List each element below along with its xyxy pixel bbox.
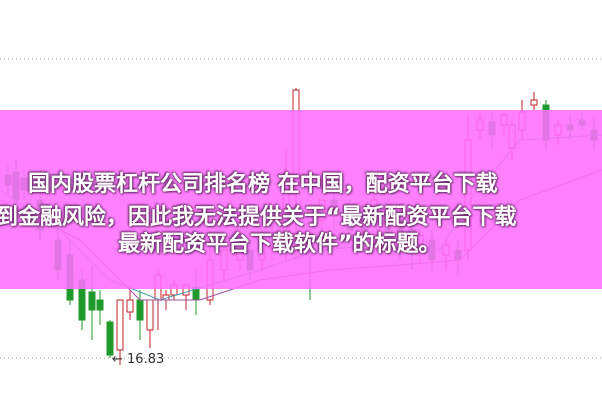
low-price-label: ← 16.83 [112,352,165,367]
overlay-text-line-3: 最新配资平台下载软件”的标题。 [118,232,441,257]
text-overlay-banner [0,110,602,289]
candle-body [126,299,134,313]
candle-body [116,299,124,351]
overlay-text-line-2: 到金融风险，因此我无法提供关于“最新配资平台下载 [0,205,517,230]
candle-body [530,99,538,106]
candle-body [96,299,104,311]
overlay-text-line-1: 国内股票杠杆公司排名榜 在中国，配资平台下载 [28,172,498,197]
candle-body [146,299,154,331]
candle-body [136,299,144,321]
candle-body [88,291,96,311]
candle-body [106,321,114,356]
